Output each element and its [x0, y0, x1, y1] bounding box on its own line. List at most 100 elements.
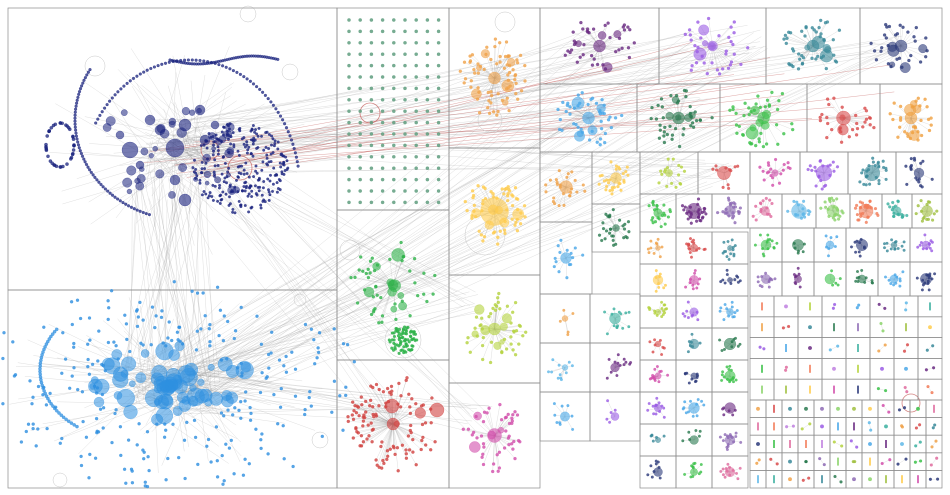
- graph-node: [611, 238, 615, 242]
- graph-node: [386, 454, 390, 458]
- graph-node: [261, 90, 265, 94]
- graph-node: [618, 218, 622, 222]
- graph-node: [487, 406, 491, 410]
- graph-node: [465, 208, 469, 213]
- graph-edge: [354, 277, 394, 286]
- graph-node: [813, 165, 817, 169]
- graph-node: [124, 202, 128, 206]
- graph-node: [256, 185, 260, 189]
- graph-node: [392, 177, 396, 182]
- graph-node: [487, 430, 497, 440]
- graph-node: [495, 453, 499, 457]
- graph-node: [192, 418, 197, 423]
- graph-node: [255, 314, 259, 318]
- graph-node: [369, 18, 374, 22]
- graph-node: [235, 178, 238, 182]
- graph-node: [262, 148, 266, 152]
- graph-node: [725, 268, 729, 272]
- graph-node: [252, 136, 256, 140]
- graph-node: [344, 385, 348, 389]
- graph-node: [271, 151, 275, 155]
- graph-node: [113, 93, 117, 97]
- graph-node: [436, 18, 441, 22]
- graph-node: [673, 126, 678, 131]
- graph-node: [369, 109, 374, 113]
- graph-node: [828, 163, 832, 167]
- graph-node: [130, 481, 135, 485]
- graph-node: [169, 174, 181, 186]
- graph-node: [581, 53, 585, 57]
- graph-node: [746, 46, 750, 50]
- graph-node: [726, 240, 730, 243]
- graph-node: [100, 392, 105, 397]
- graph-node: [392, 41, 396, 45]
- graph-node: [397, 331, 401, 335]
- graph-node: [729, 39, 733, 44]
- graph-node: [48, 391, 52, 396]
- graph-node: [116, 357, 120, 361]
- graph-edge: [191, 112, 717, 418]
- graph-node: [781, 168, 785, 172]
- graph-node: [767, 103, 772, 107]
- graph-node: [921, 205, 933, 217]
- graph-node: [573, 246, 577, 250]
- graph-node: [909, 157, 913, 161]
- graph-node: [263, 200, 267, 204]
- graph-node: [564, 371, 568, 375]
- graph-node: [197, 378, 205, 386]
- graph-edge: [163, 192, 174, 363]
- graph-node: [116, 388, 135, 408]
- graph-node: [160, 62, 164, 66]
- graph-node: [833, 245, 837, 248]
- graph-node: [597, 182, 601, 186]
- graph-node: [504, 347, 509, 351]
- graph-node: [415, 338, 419, 342]
- graph-node: [154, 394, 169, 410]
- graph-node: [140, 147, 149, 156]
- graph-edge: [190, 41, 732, 163]
- graph-node: [889, 61, 896, 68]
- graph-node: [380, 143, 385, 148]
- graph-node: [239, 203, 242, 207]
- graph-node: [831, 38, 835, 42]
- graph-node: [369, 29, 374, 34]
- graph-node: [254, 427, 258, 431]
- graph-node: [425, 155, 430, 159]
- graph-node: [358, 120, 362, 125]
- graph-node: [403, 29, 407, 34]
- graph-node: [153, 375, 170, 392]
- graph-node: [769, 214, 773, 219]
- graph-node: [237, 153, 241, 157]
- graph-node: [403, 18, 407, 22]
- graph-node: [394, 317, 398, 322]
- graph-node: [436, 41, 441, 45]
- graph-node: [612, 307, 616, 311]
- graph-node: [267, 133, 271, 136]
- graph-node: [414, 143, 418, 148]
- graph-node: [566, 49, 570, 53]
- graph-node: [347, 200, 351, 205]
- graph-node: [557, 270, 561, 274]
- graph-node: [777, 99, 781, 103]
- graph-node: [414, 109, 418, 113]
- graph-node: [686, 350, 690, 354]
- graph-node: [605, 178, 609, 182]
- graph-node: [727, 277, 733, 283]
- graph-node: [390, 338, 394, 342]
- graph-node: [717, 34, 721, 38]
- graph-edge: [178, 48, 768, 395]
- graph-node: [693, 47, 707, 61]
- graph-node: [864, 183, 868, 187]
- graph-node: [120, 369, 129, 378]
- graph-node: [855, 121, 859, 126]
- graph-node: [501, 313, 512, 324]
- graph-node: [247, 175, 251, 179]
- graph-node: [861, 168, 865, 172]
- graph-node: [353, 275, 357, 280]
- graph-node: [824, 46, 832, 54]
- graph-node: [436, 166, 441, 170]
- graph-node: [861, 125, 865, 129]
- graph-edge: [139, 168, 157, 390]
- graph-node: [690, 372, 698, 380]
- graph-node: [731, 413, 735, 417]
